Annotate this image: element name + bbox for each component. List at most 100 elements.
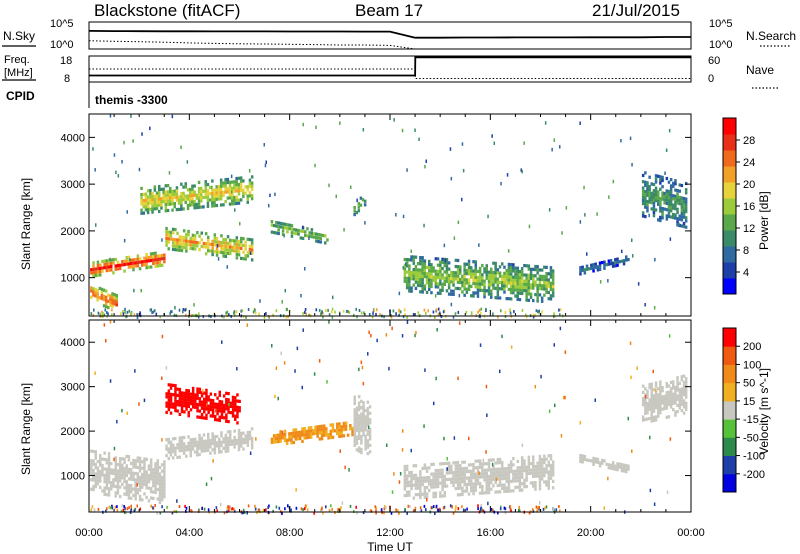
- heatmap-cell: [304, 507, 306, 511]
- heatmap-cell: [527, 283, 531, 287]
- heatmap-cell: [518, 475, 522, 479]
- heatmap-cell: [218, 393, 221, 397]
- heatmap-cell: [416, 277, 420, 281]
- heatmap-cell: [479, 343, 482, 347]
- heatmap-cell: [641, 400, 645, 404]
- heatmap-cell: [229, 248, 232, 252]
- heatmap-cell: [231, 196, 234, 200]
- heatmap-cell: [113, 302, 116, 306]
- heatmap-cell: [164, 196, 168, 200]
- heatmap-cell: [134, 481, 137, 485]
- heatmap-cell: [501, 284, 504, 288]
- heatmap-cell: [667, 402, 671, 407]
- heatmap-cell: [147, 259, 151, 263]
- heatmap-cell: [461, 476, 464, 480]
- heatmap-cell: [326, 380, 328, 384]
- heatmap-cell: [90, 289, 93, 293]
- heatmap-cell: [412, 313, 415, 317]
- heatmap-cell: [178, 248, 181, 252]
- heatmap-cell: [674, 389, 677, 393]
- heatmap-cell: [682, 212, 686, 216]
- heatmap-cell: [437, 312, 440, 316]
- heatmap-cell: [129, 265, 133, 269]
- heatmap-cell: [592, 459, 595, 463]
- heatmap-cell: [180, 195, 183, 199]
- heatmap-cell: [492, 477, 495, 481]
- heatmap-cell: [224, 190, 227, 194]
- heatmap-cell: [676, 376, 679, 380]
- heatmap-cell: [636, 366, 638, 370]
- heatmap-cell: [229, 433, 232, 437]
- heatmap-cell: [474, 482, 477, 486]
- heatmap-cell: [368, 434, 372, 438]
- heatmap-cell: [328, 509, 331, 513]
- heatmap-cell: [134, 484, 137, 488]
- heatmap-cell: [174, 306, 176, 310]
- heatmap-cell: [285, 438, 289, 442]
- heatmap-cell: [110, 468, 113, 472]
- heatmap-cell: [496, 271, 500, 275]
- heatmap-cell: [476, 475, 480, 479]
- heatmap-cell: [368, 427, 372, 431]
- heatmap-cell: [536, 271, 539, 275]
- heatmap-cell: [94, 274, 97, 278]
- heatmap-cell: [355, 412, 359, 417]
- heatmap-cell: [132, 471, 135, 475]
- heatmap-cell: [244, 437, 247, 441]
- heatmap-cell: [134, 478, 137, 482]
- heatmap-cell: [503, 265, 506, 269]
- heatmap-cell: [314, 163, 316, 168]
- heatmap-cell: [456, 467, 460, 471]
- heatmap-cell: [663, 195, 666, 199]
- heatmap-cell: [250, 194, 254, 198]
- heatmap-cell: [667, 208, 671, 212]
- heatmap-cell: [644, 193, 647, 197]
- heatmap-cell: [494, 471, 497, 475]
- heatmap-cell: [136, 475, 140, 479]
- heatmap-cell: [456, 473, 460, 478]
- heatmap-cell: [222, 416, 226, 420]
- heatmap-cell: [122, 508, 125, 512]
- heatmap-cell: [339, 121, 341, 125]
- heatmap-cell: [405, 480, 409, 485]
- heatmap-cell: [141, 466, 144, 470]
- heatmap-cell: [304, 504, 307, 508]
- heatmap-cell: [284, 507, 286, 511]
- heatmap-cell: [648, 386, 651, 390]
- heatmap-cell: [682, 393, 686, 397]
- heatmap-cell: [336, 425, 339, 429]
- heatmap-cell: [447, 286, 451, 290]
- heatmap-cell: [496, 474, 500, 478]
- heatmap-cell: [534, 474, 537, 478]
- heatmap-cell: [105, 474, 109, 478]
- heatmap-cell: [222, 241, 225, 245]
- heatmap-cell: [228, 193, 232, 197]
- heatmap-cell: [425, 290, 429, 294]
- heatmap-cell: [465, 262, 469, 266]
- heatmap-cell: [323, 433, 326, 437]
- heatmap-cell: [434, 275, 438, 280]
- heatmap-cell: [523, 485, 526, 489]
- heatmap-cell: [233, 242, 236, 246]
- heatmap-cell: [353, 437, 356, 441]
- heatmap-cell: [149, 467, 153, 472]
- heatmap-cell: [445, 289, 449, 293]
- heatmap-cell: [454, 461, 458, 465]
- heatmap-cell: [648, 191, 651, 195]
- heatmap-cell: [680, 387, 684, 391]
- heatmap-cell: [225, 419, 228, 423]
- heatmap-cell: [357, 446, 361, 450]
- heatmap-cell: [492, 277, 495, 281]
- heatmap-cell: [652, 400, 656, 404]
- heatmap-cell: [452, 280, 455, 284]
- heatmap-cell: [445, 279, 449, 283]
- heatmap-cell: [665, 406, 669, 410]
- colorbar-swatch: [723, 455, 736, 475]
- heatmap-cell: [303, 430, 306, 434]
- heatmap-cell: [478, 266, 482, 270]
- heatmap-cell: [419, 473, 422, 477]
- heatmap-cell: [158, 494, 162, 498]
- heatmap-cell: [545, 505, 548, 509]
- heatmap-cell: [680, 393, 684, 397]
- heatmap-cell: [94, 481, 97, 486]
